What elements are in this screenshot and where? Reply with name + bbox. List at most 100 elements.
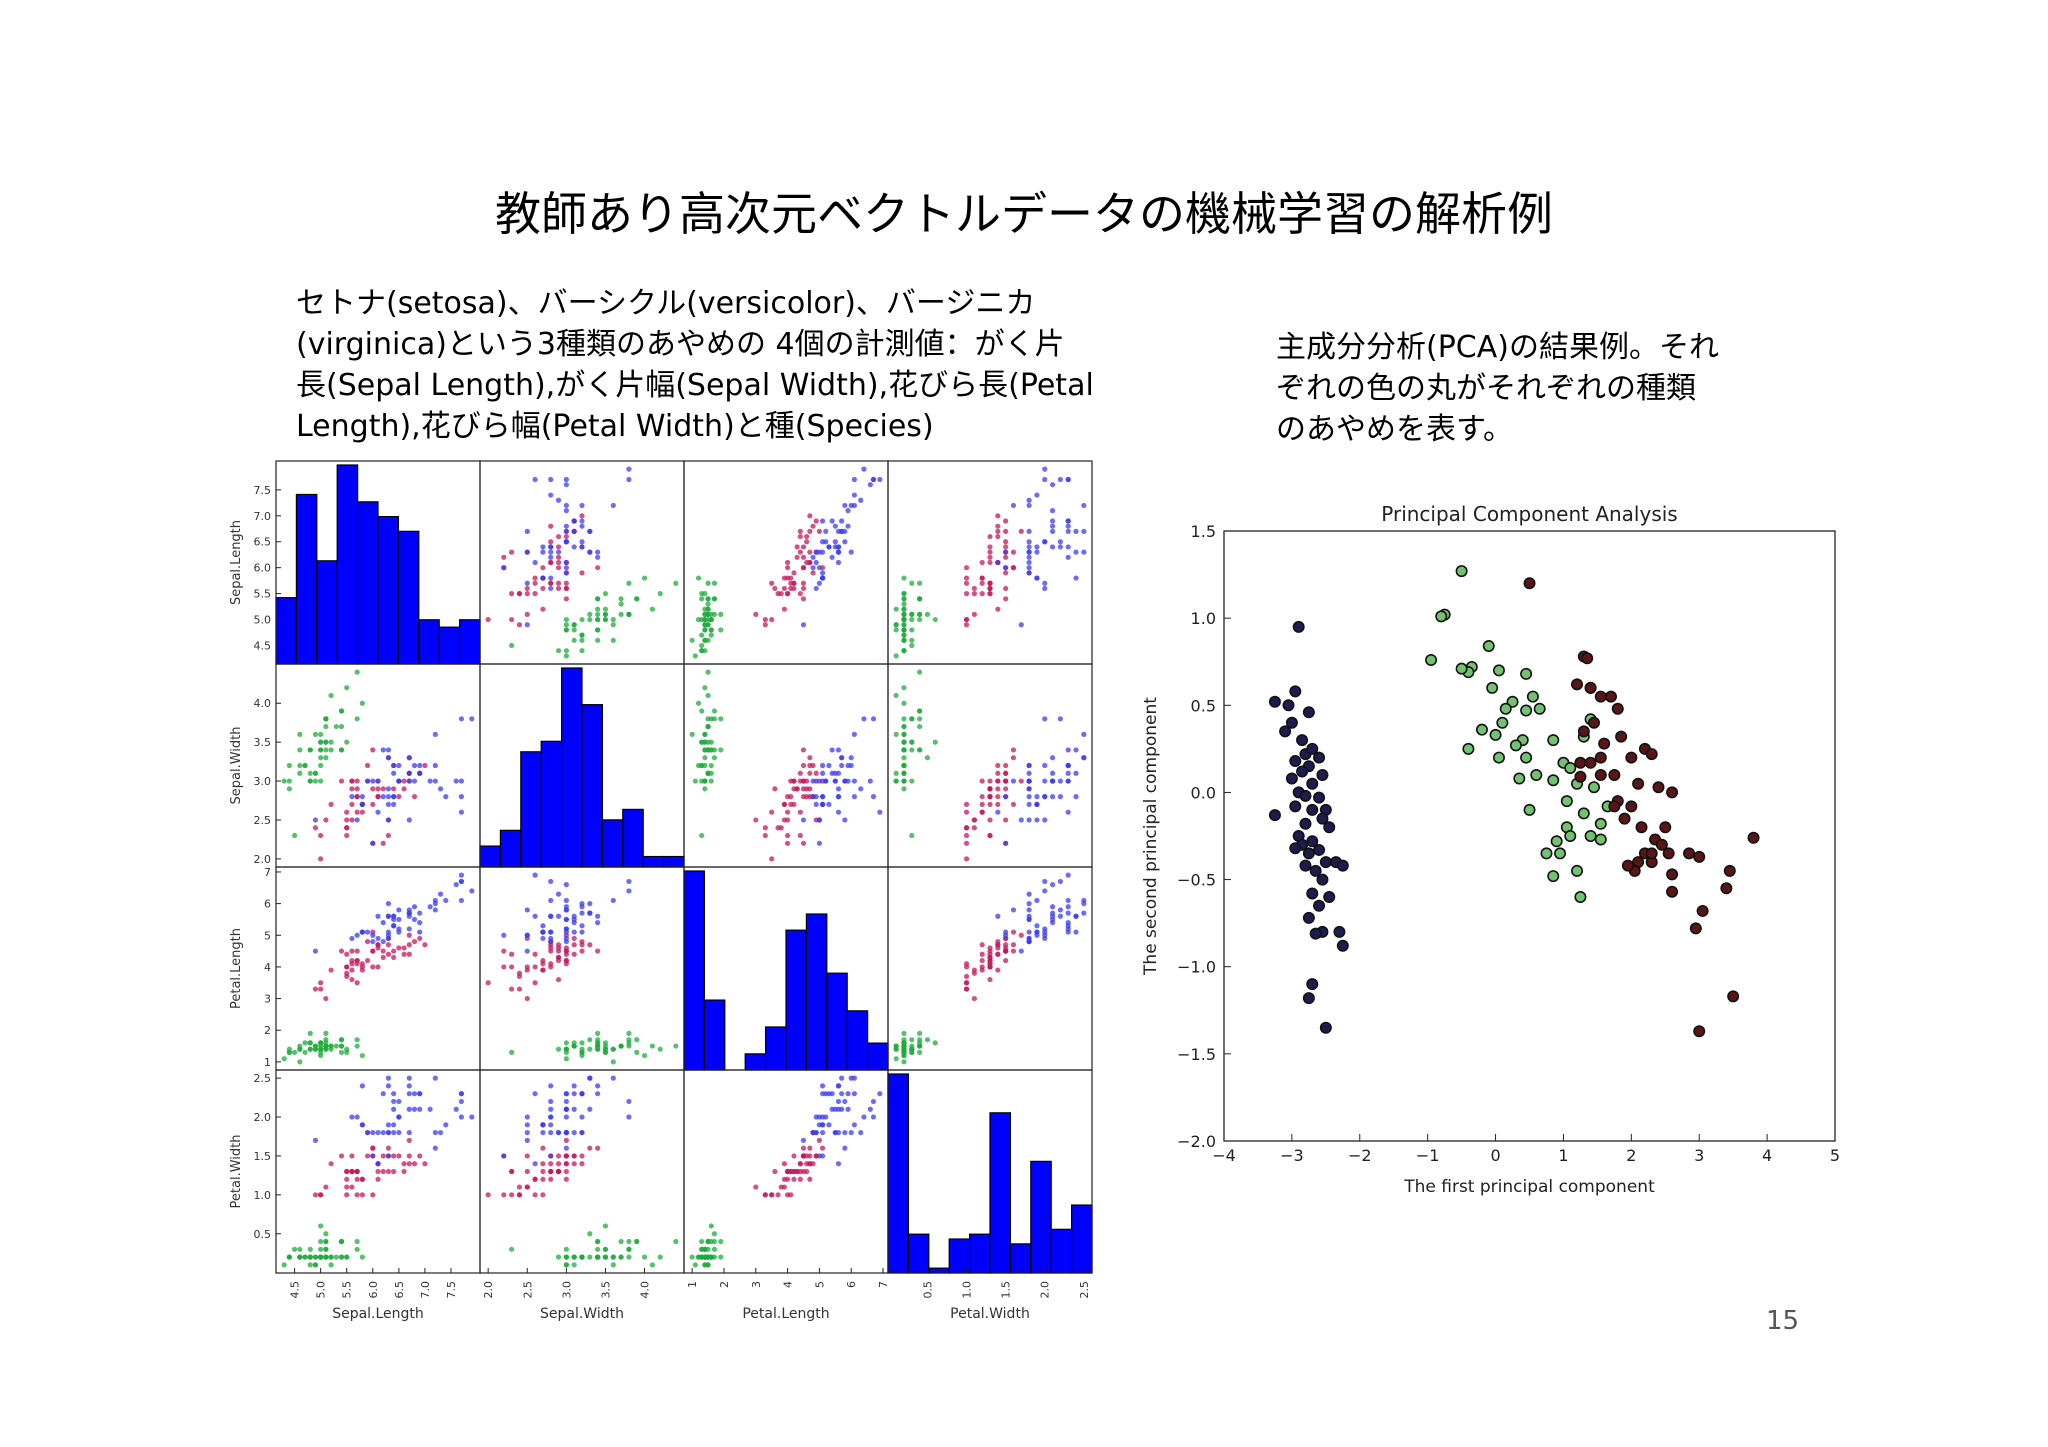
matrix-point xyxy=(829,518,835,524)
matrix-point xyxy=(548,539,554,545)
matrix-point xyxy=(359,801,365,808)
pca-series-3 xyxy=(1523,577,1760,1038)
matrix-point xyxy=(800,1145,807,1151)
matrix-point xyxy=(427,904,433,910)
matrix-point xyxy=(286,762,292,769)
matrix-point xyxy=(788,580,794,586)
matrix-point xyxy=(778,1184,784,1190)
matrix-point xyxy=(901,778,907,784)
matrix-point xyxy=(380,1168,386,1175)
matrix-point xyxy=(563,533,569,540)
matrix-point xyxy=(657,1254,663,1260)
matrix-point xyxy=(987,801,993,808)
matrix-point xyxy=(769,580,775,586)
matrix-point xyxy=(458,897,465,904)
matrix-point xyxy=(312,825,319,831)
matrix-point xyxy=(432,901,438,907)
matrix-point xyxy=(548,1129,554,1136)
matrix-point xyxy=(307,1046,313,1052)
matrix-point xyxy=(702,755,708,761)
matrix-point xyxy=(1065,554,1071,560)
matrix-point xyxy=(349,801,355,808)
matrix-point xyxy=(563,539,569,545)
matrix-point xyxy=(689,1254,695,1260)
matrix-point xyxy=(375,945,381,951)
matrix-point xyxy=(571,1091,577,1097)
matrix-point xyxy=(509,549,515,555)
matrix-point xyxy=(626,466,632,472)
matrix-point xyxy=(469,888,475,894)
matrix-point xyxy=(422,1161,428,1167)
matrix-point xyxy=(995,528,1001,534)
matrix-point xyxy=(437,891,444,897)
matrix-point xyxy=(1057,878,1063,885)
matrix-point xyxy=(349,948,355,954)
matrix-point xyxy=(1026,817,1032,823)
matrix-point xyxy=(297,762,303,769)
matrix-point xyxy=(354,1238,360,1245)
matrix-point xyxy=(917,723,923,730)
matrix-point xyxy=(1018,528,1024,534)
matrix-point xyxy=(842,778,848,784)
matrix-point xyxy=(318,778,324,784)
matrix-point xyxy=(396,1129,402,1136)
matrix-point xyxy=(548,575,554,581)
matrix-point xyxy=(870,1114,877,1120)
left-text-line: セトナ(setosa)、バーシクル(versicolor)、バージニカ xyxy=(296,286,1036,321)
pca-point xyxy=(1523,803,1536,816)
matrix-point xyxy=(1042,778,1048,784)
matrix-point xyxy=(1003,817,1009,823)
matrix-point xyxy=(870,794,877,800)
matrix-point xyxy=(548,948,554,954)
pca-point xyxy=(1523,577,1536,590)
matrix-point xyxy=(318,1238,324,1245)
matrix-point xyxy=(1010,565,1017,571)
matrix-point xyxy=(375,935,381,942)
matrix-point xyxy=(826,1122,832,1128)
matrix-point xyxy=(391,1122,397,1128)
matrix-point xyxy=(848,549,854,555)
matrix-point xyxy=(595,948,601,954)
matrix-point xyxy=(318,747,324,753)
matrix-point xyxy=(845,1106,851,1112)
matrix-point xyxy=(501,948,507,954)
matrix-cell-frame xyxy=(887,1069,1093,1274)
matrix-point xyxy=(851,778,857,784)
matrix-point xyxy=(595,1091,601,1097)
matrix-point xyxy=(819,778,826,784)
matrix-point xyxy=(563,929,569,935)
matrix-point xyxy=(1003,762,1009,769)
pca-point xyxy=(1625,800,1638,813)
matrix-point xyxy=(443,794,449,800)
pca-point xyxy=(1723,864,1736,877)
matrix-point xyxy=(297,1246,303,1252)
matrix-point xyxy=(791,585,797,592)
matrix-point xyxy=(318,1223,324,1229)
pca-point xyxy=(1655,838,1668,851)
pca-point xyxy=(1571,678,1584,691)
matrix-point xyxy=(1018,932,1024,938)
pca-point xyxy=(1313,899,1326,912)
matrix-point xyxy=(829,1106,835,1112)
matrix-point xyxy=(555,549,562,555)
matrix-point xyxy=(867,778,873,784)
matrix-point xyxy=(772,585,778,592)
matrix-point xyxy=(626,1030,632,1036)
matrix-point xyxy=(1042,762,1048,769)
matrix-point xyxy=(839,755,845,761)
pca-point xyxy=(1323,821,1336,834)
matrix-point xyxy=(579,910,585,916)
matrix-point xyxy=(705,723,711,730)
pca-point xyxy=(1632,777,1645,790)
matrix-point xyxy=(861,466,867,472)
matrix-point xyxy=(411,1161,418,1167)
matrix-point xyxy=(845,508,851,514)
matrix-point xyxy=(797,832,803,839)
matrix-point xyxy=(540,1129,546,1136)
matrix-point xyxy=(1003,770,1009,776)
matrix-point xyxy=(909,1037,915,1043)
matrix-point xyxy=(924,1037,931,1043)
matrix-point xyxy=(807,1153,813,1159)
matrix-point xyxy=(417,1106,423,1112)
matrix-point xyxy=(753,611,759,617)
